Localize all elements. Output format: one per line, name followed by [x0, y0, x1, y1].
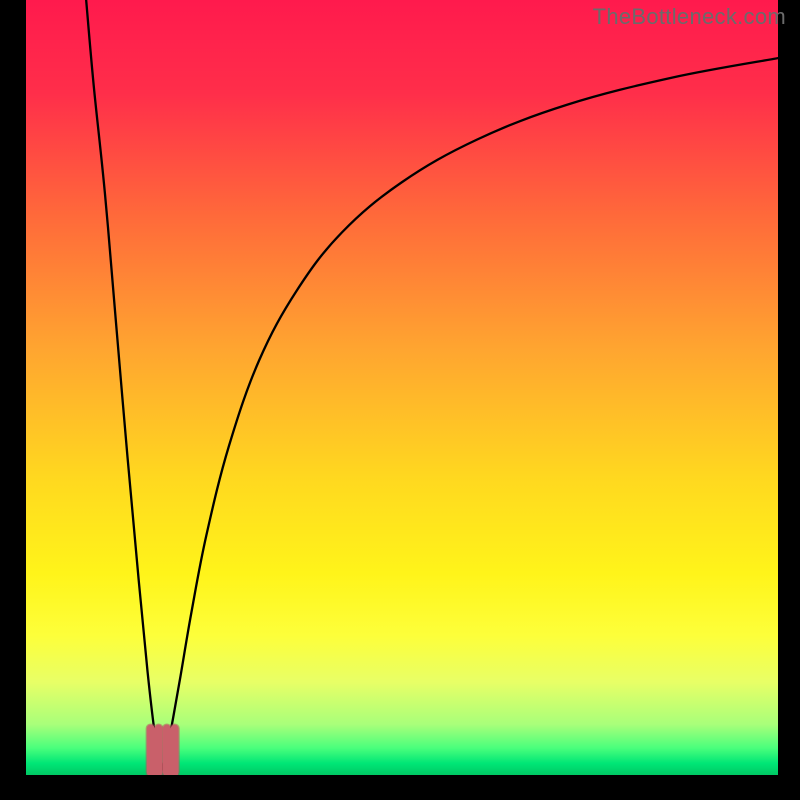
chart-svg: [0, 0, 800, 800]
chart-container: TheBottleneck.com: [0, 0, 800, 800]
watermark-text: TheBottleneck.com: [593, 4, 786, 30]
